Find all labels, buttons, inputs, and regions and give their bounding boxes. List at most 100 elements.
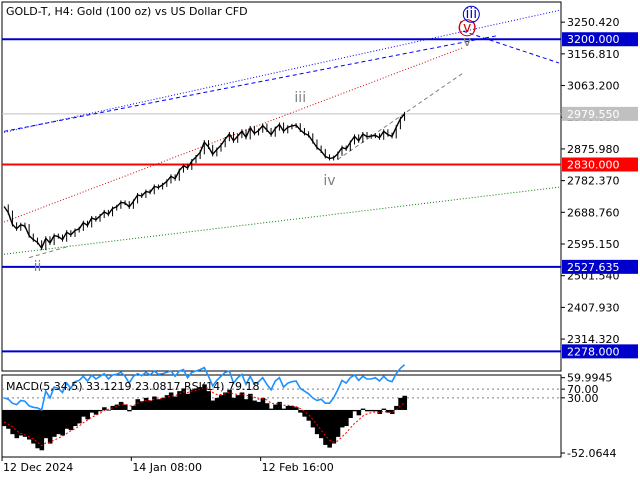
level-price-tags: 3200.000 2830.000 2527.635 2278.000 2979.550: [562, 32, 638, 359]
macd-histogram-bar: [273, 404, 278, 410]
macd-histogram-bar: [68, 409, 74, 431]
macd-histogram-bar: [202, 384, 207, 410]
indicator-tick-label: 59.9945: [567, 372, 613, 385]
price-tick-label: 3250.420: [567, 16, 620, 29]
macd-histogram-bar: [18, 409, 24, 436]
macd-histogram-bar: [189, 389, 195, 410]
level-tag-box-4: [562, 106, 638, 121]
macd-histogram-bar: [360, 408, 366, 410]
macd-histogram-bar: [60, 409, 65, 436]
trendline-6: [28, 245, 71, 259]
price-tick-label: 2314.320: [567, 333, 620, 346]
macd-histogram-bar: [339, 409, 345, 428]
indicator-tick-label: 30.00: [567, 392, 599, 405]
macd-signal-line: [3, 386, 405, 447]
macd-histogram-bar: [323, 409, 328, 445]
macd-histogram-bar: [131, 405, 136, 410]
macd-histogram-bar: [193, 388, 199, 410]
level-tag-box-3: [562, 344, 638, 359]
macd-histogram-bar: [310, 409, 316, 428]
macd-histogram-bar: [394, 405, 399, 410]
wave-label-circle-5: [462, 5, 480, 23]
macd-histogram-bar: [252, 400, 257, 410]
rsi-line: [3, 364, 406, 412]
trendline-2: [462, 30, 560, 64]
macd-histogram-bar: [319, 409, 324, 439]
level-tag-label-3: 2278.000: [567, 345, 620, 358]
trendline-4: [4, 186, 559, 255]
macd-histogram-bar: [227, 389, 232, 410]
macd-histogram-bar: [118, 401, 124, 410]
macd-histogram-bar: [43, 409, 49, 439]
macd-histogram-bar: [298, 409, 303, 413]
macd-histogram-bar: [223, 392, 228, 410]
macd-histogram-bar: [260, 397, 266, 410]
macd-histogram-bar: [97, 409, 103, 412]
trendline-3: [3, 47, 464, 223]
macd-histogram-bar: [206, 391, 211, 410]
macd-histogram-bar: [52, 409, 57, 437]
macd-histogram-bar: [156, 399, 161, 410]
trendlines: [3, 9, 560, 259]
macd-histogram-bar: [331, 409, 337, 444]
macd-histogram-bar: [243, 399, 249, 410]
macd-histogram-bar: [102, 407, 107, 410]
macd-histogram-bar: [143, 397, 149, 410]
level-tag-label-4: 2979.550: [567, 108, 620, 121]
macd-histogram-bar: [31, 409, 36, 444]
level-tag-box-2: [562, 259, 638, 274]
level-tag-box-1: [562, 157, 638, 172]
macd-histogram-bar: [93, 409, 99, 415]
wave-label-2: iv: [323, 173, 335, 189]
macd-histogram-bar: [77, 409, 82, 424]
macd-histogram-bar: [198, 387, 203, 410]
macd-histogram-bar: [160, 397, 166, 410]
macd-histogram-bar: [268, 408, 274, 410]
macd-histogram-bar: [10, 409, 15, 435]
level-tag-label-1: 2830.000: [567, 158, 620, 171]
macd-histogram-bar: [385, 409, 391, 413]
macd-histogram-bar: [256, 401, 262, 410]
price-tick-label: 3063.200: [567, 80, 620, 93]
macd-histogram-bar: [152, 396, 157, 410]
macd-histogram-bar: [81, 409, 86, 417]
macd-histogram-bar: [239, 392, 245, 410]
macd-histogram-bar: [127, 409, 132, 412]
macd-histogram-bar: [352, 409, 357, 412]
macd-histogram-bar: [35, 409, 40, 449]
macd-histogram-bar: [314, 409, 320, 435]
price-tick-label: 2688.760: [567, 206, 620, 219]
macd-histogram-bar: [369, 409, 374, 412]
macd-histogram-bar: [281, 408, 287, 410]
macd-histogram-bar: [356, 409, 362, 416]
macd-histogram-bar: [264, 403, 270, 410]
macd-histogram-bar: [2, 409, 7, 427]
macd-histogram-bar: [214, 397, 220, 410]
price-tick-label: 3156.810: [567, 48, 620, 61]
horizontal-levels: [2, 38, 561, 353]
macd-histogram-bar: [218, 395, 224, 410]
macd-histogram-bar: [148, 400, 153, 410]
macd-histogram-bar: [248, 393, 253, 410]
indicator-tick-label: -52.0644: [567, 447, 616, 460]
price-tick-label: 2595.150: [567, 238, 620, 251]
macd-histogram-bar: [85, 409, 91, 420]
macd-histogram-bar: [72, 409, 78, 427]
macd-histogram-bar: [344, 409, 349, 427]
macd-histogram-bar: [377, 409, 383, 414]
time-tick-label: 12 Feb 16:00: [262, 461, 334, 474]
main-plot-frame: [1, 1, 562, 372]
macd-histogram-bar: [6, 409, 11, 429]
macd-histogram-bar: [348, 409, 353, 419]
macd-histogram-bar: [285, 405, 291, 410]
macd-histogram-bar: [373, 409, 378, 412]
wave-label-5: iii: [465, 6, 477, 22]
macd-histogram-bar: [235, 395, 241, 410]
wave-label-3: v: [463, 34, 471, 50]
macd-histogram-bar: [14, 409, 20, 439]
macd-histogram-bar: [168, 392, 174, 410]
macd-histogram-bar: [27, 409, 32, 440]
